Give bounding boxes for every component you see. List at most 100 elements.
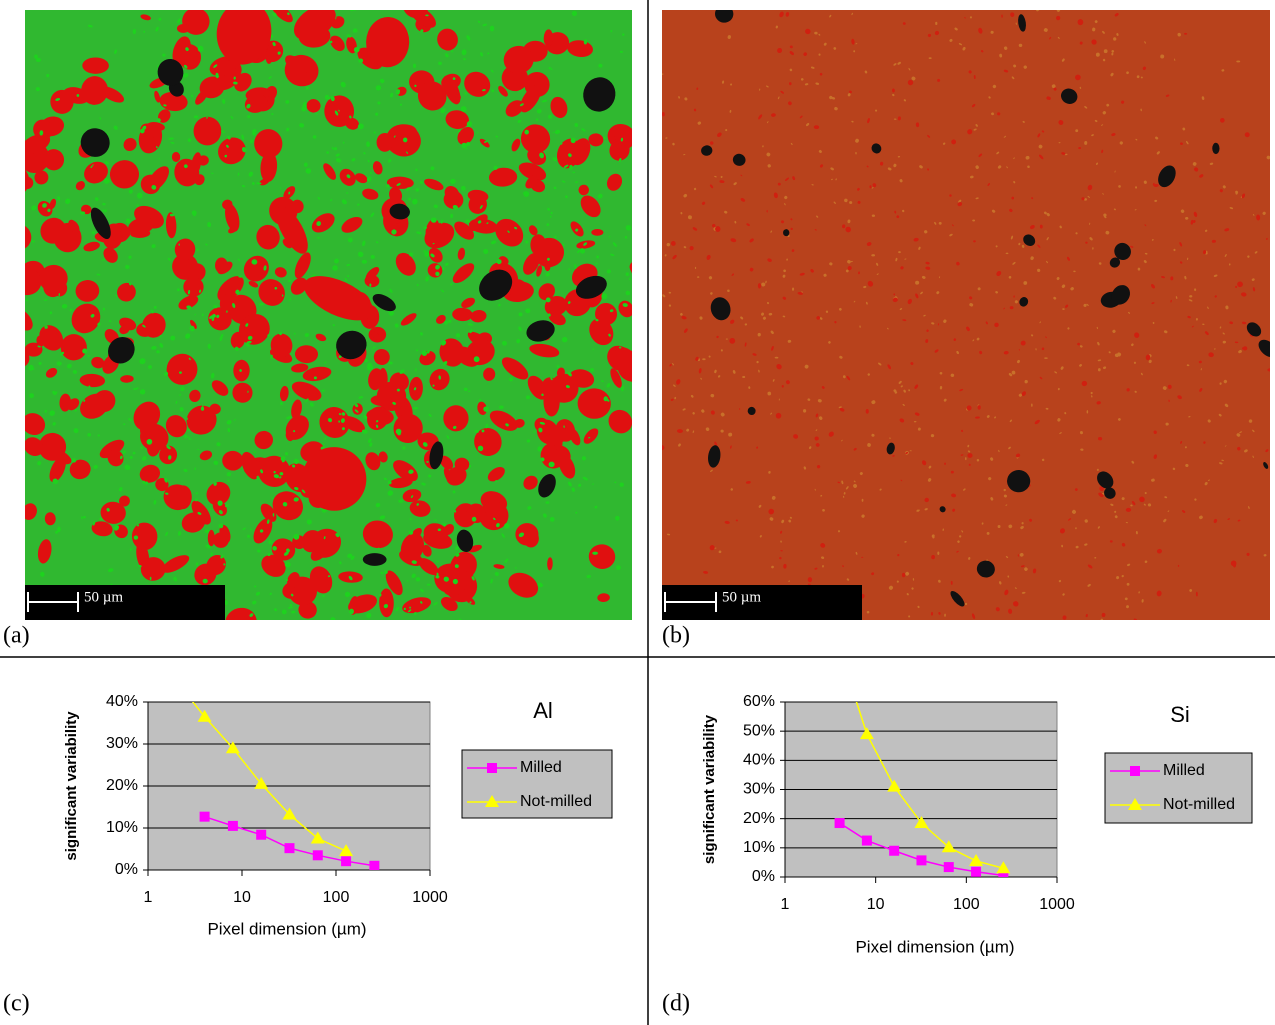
grain [1028,696,1031,699]
x-tick-label: 100 [323,889,350,906]
grain [651,435,653,437]
grain [978,405,981,410]
grain [656,156,661,160]
grain [325,95,329,100]
legend-label: Milled [1163,762,1205,779]
grain [327,668,349,690]
grain [1026,1,1028,3]
grain [2,242,7,246]
grain [20,372,25,377]
grain [417,625,422,630]
grain [653,377,657,381]
grain [652,484,655,487]
grain [1035,641,1039,644]
grain [643,406,645,408]
grain [1068,640,1072,644]
grain [764,3,767,6]
grain [637,450,644,457]
grain [378,634,383,638]
grain [432,698,436,701]
grain [631,473,636,477]
grain [0,280,23,313]
grain [146,0,150,3]
grain [435,2,439,5]
y-tick-label: 10% [106,819,138,836]
grain [484,663,487,666]
grain [648,237,651,240]
grain [1152,6,1155,9]
grain [808,4,811,6]
grain [967,405,972,410]
grain [304,102,307,107]
grain [1271,327,1274,331]
grain [637,237,640,239]
y-tick-label: 20% [743,810,775,827]
grain [428,1,430,3]
grain [591,229,603,236]
grain [637,249,643,253]
grain [642,460,645,463]
y-tick-label: 40% [106,693,138,710]
panel-label: (d) [662,991,690,1017]
grain [652,447,655,450]
grain [1069,693,1071,696]
grain [620,51,623,53]
grain [770,630,787,653]
y-tick-label: 0% [115,861,138,878]
image-bg [662,10,1270,620]
grain [639,174,643,177]
grain [212,648,215,651]
grain [194,115,199,118]
grain [640,359,663,382]
micrograph-b [540,0,1275,723]
grain [433,621,437,625]
x-tick-label: 100 [953,896,980,913]
grain [657,414,660,418]
grain [958,621,966,628]
grain [658,386,663,391]
grain [0,212,3,247]
grain [818,54,820,56]
scale-bar: 50 µm [662,585,862,620]
grain [110,643,122,653]
grain [349,609,354,615]
grain [133,29,136,34]
grain [655,333,660,337]
grain [431,217,437,222]
grain [640,367,643,370]
grain [2,401,8,407]
y-tick-label: 30% [743,781,775,798]
grain [179,371,182,373]
grain [1006,620,1009,623]
grain [637,299,641,302]
grain [11,92,16,96]
grain [199,657,215,672]
x-tick-label: 1 [144,889,153,906]
grain [0,252,20,297]
marker [833,643,847,655]
grain [999,630,1001,632]
y-axis-label: significant variability [63,711,80,861]
grain [656,410,663,417]
grain [6,538,12,543]
grain [1,187,6,191]
grain [1068,710,1072,714]
marker [862,836,872,846]
grain [562,642,565,647]
chart-title: Al [533,698,553,723]
x-tick-label: 1000 [1039,896,1075,913]
grain [1131,652,1135,656]
marker [971,867,981,877]
grain [637,106,640,108]
grain [639,313,642,316]
grain [374,639,379,644]
grain [22,83,26,87]
x-axis-label: Pixel dimension (µm) [855,937,1014,956]
chart-title: Si [1170,702,1190,727]
grain [21,284,25,288]
grain [544,0,567,10]
grain [1104,638,1108,643]
panel-label: (c) [3,991,30,1017]
grain [866,409,869,414]
grain [937,552,939,556]
